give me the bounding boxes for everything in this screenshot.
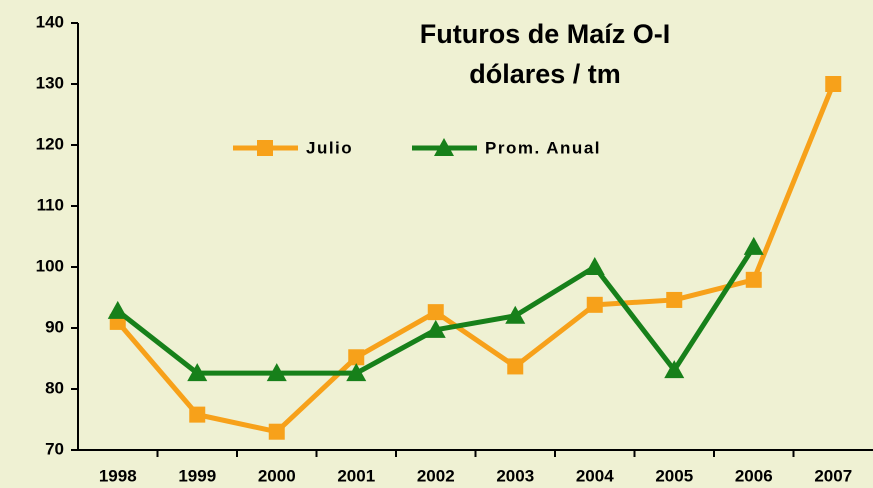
data-point: [107, 300, 128, 319]
legend-label: Prom. Anual: [485, 138, 601, 157]
chart-subtitle: dólares / tm: [469, 59, 621, 89]
x-tick-label: 2004: [576, 466, 614, 485]
data-point: [743, 236, 764, 255]
data-point: [584, 257, 605, 275]
y-tick-label: 120: [36, 134, 64, 153]
data-point: [664, 360, 685, 379]
data-point: [348, 349, 365, 366]
data-point: [666, 291, 683, 308]
y-tick-label: 130: [36, 73, 64, 92]
y-tick-label: 80: [45, 378, 64, 397]
x-tick-label: 2001: [337, 466, 375, 485]
x-tick-label: 2000: [258, 466, 296, 485]
x-tick-label: 2002: [417, 466, 455, 485]
legend-label: Julio: [306, 138, 353, 157]
y-tick-label: 110: [37, 195, 64, 214]
y-tick-label: 140: [36, 12, 64, 31]
x-tick-label: 2007: [814, 466, 852, 485]
data-point: [825, 76, 842, 92]
chart-title: Futuros de Maíz O-I: [420, 19, 671, 49]
x-tick-label: 1999: [178, 466, 216, 485]
data-point: [745, 271, 762, 288]
data-point: [189, 406, 206, 423]
legend-marker: [257, 140, 273, 156]
data-point: [425, 319, 446, 338]
x-tick-label: 2005: [655, 466, 693, 485]
legend-marker: [434, 138, 454, 156]
data-point: [268, 423, 285, 440]
data-point: [266, 363, 287, 382]
data-point: [507, 358, 524, 375]
y-tick-label: 70: [45, 439, 64, 458]
x-tick-label: 2006: [735, 466, 773, 485]
x-tick-label: 1998: [99, 466, 137, 485]
data-point: [586, 296, 603, 313]
y-tick-label: 100: [36, 256, 64, 275]
data-point: [427, 304, 444, 321]
series-line: [115, 83, 836, 435]
x-tick-label: 2003: [496, 466, 534, 485]
y-tick-label: 90: [45, 317, 64, 336]
data-point: [346, 363, 367, 382]
data-point: [505, 305, 526, 324]
data-point: [187, 363, 208, 382]
